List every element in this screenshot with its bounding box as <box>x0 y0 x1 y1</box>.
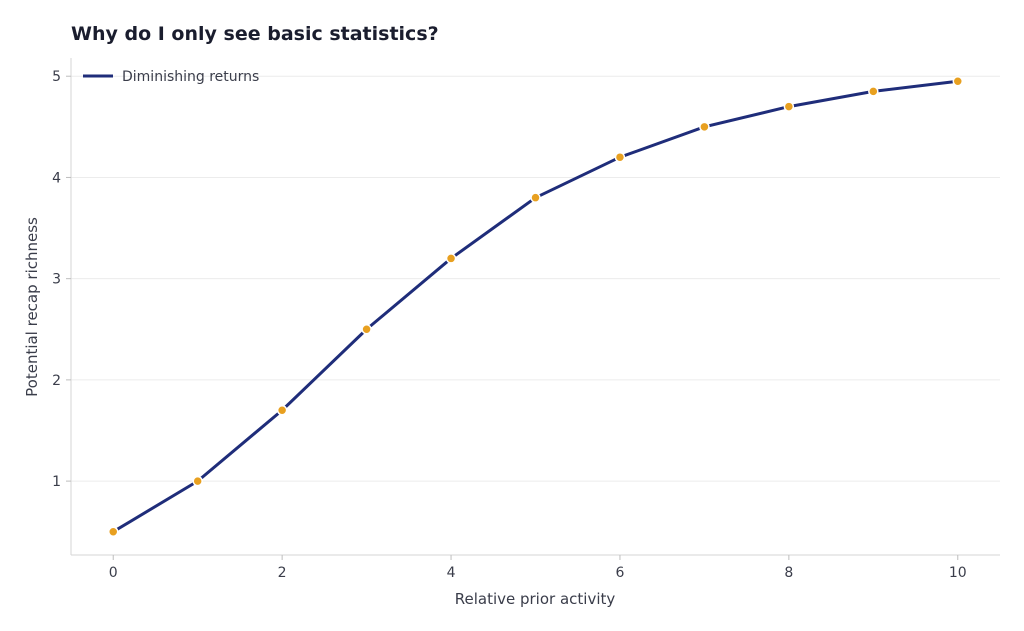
data-point <box>361 324 372 335</box>
legend-label: Diminishing returns <box>122 69 259 85</box>
x-axis-label: Relative prior activity <box>455 590 616 608</box>
y-tick-label: 5 <box>52 69 61 85</box>
data-point <box>868 86 879 97</box>
data-point <box>530 192 541 203</box>
y-axis-label: Potential recap richness <box>23 217 41 397</box>
x-tick-label: 2 <box>278 565 287 581</box>
x-tick-label: 0 <box>109 565 118 581</box>
data-point <box>445 253 457 264</box>
y-tick-label: 1 <box>52 474 61 490</box>
data-point <box>107 526 119 537</box>
series-line <box>111 79 960 534</box>
y-ticks: 1 2 3 4 5 <box>52 69 71 490</box>
chart-title: Why do I only see basic statistics? <box>71 23 439 45</box>
y-tick-label: 4 <box>52 170 61 186</box>
grid <box>71 75 1000 482</box>
data-point <box>952 76 964 87</box>
data-point <box>783 101 795 112</box>
legend: Diminishing returns <box>83 69 259 85</box>
x-tick-label: 6 <box>615 565 624 581</box>
x-tick-label: 8 <box>784 565 793 581</box>
y-tick-label: 2 <box>52 373 61 389</box>
x-ticks: 0 2 4 6 8 10 <box>109 555 967 581</box>
x-tick-label: 4 <box>447 565 456 581</box>
y-tick-label: 3 <box>52 272 61 288</box>
data-point <box>614 151 626 163</box>
data-point <box>276 405 288 416</box>
x-tick-label: 10 <box>949 565 967 581</box>
data-point <box>699 121 710 133</box>
series-layer <box>107 76 964 537</box>
data-point <box>192 475 203 487</box>
